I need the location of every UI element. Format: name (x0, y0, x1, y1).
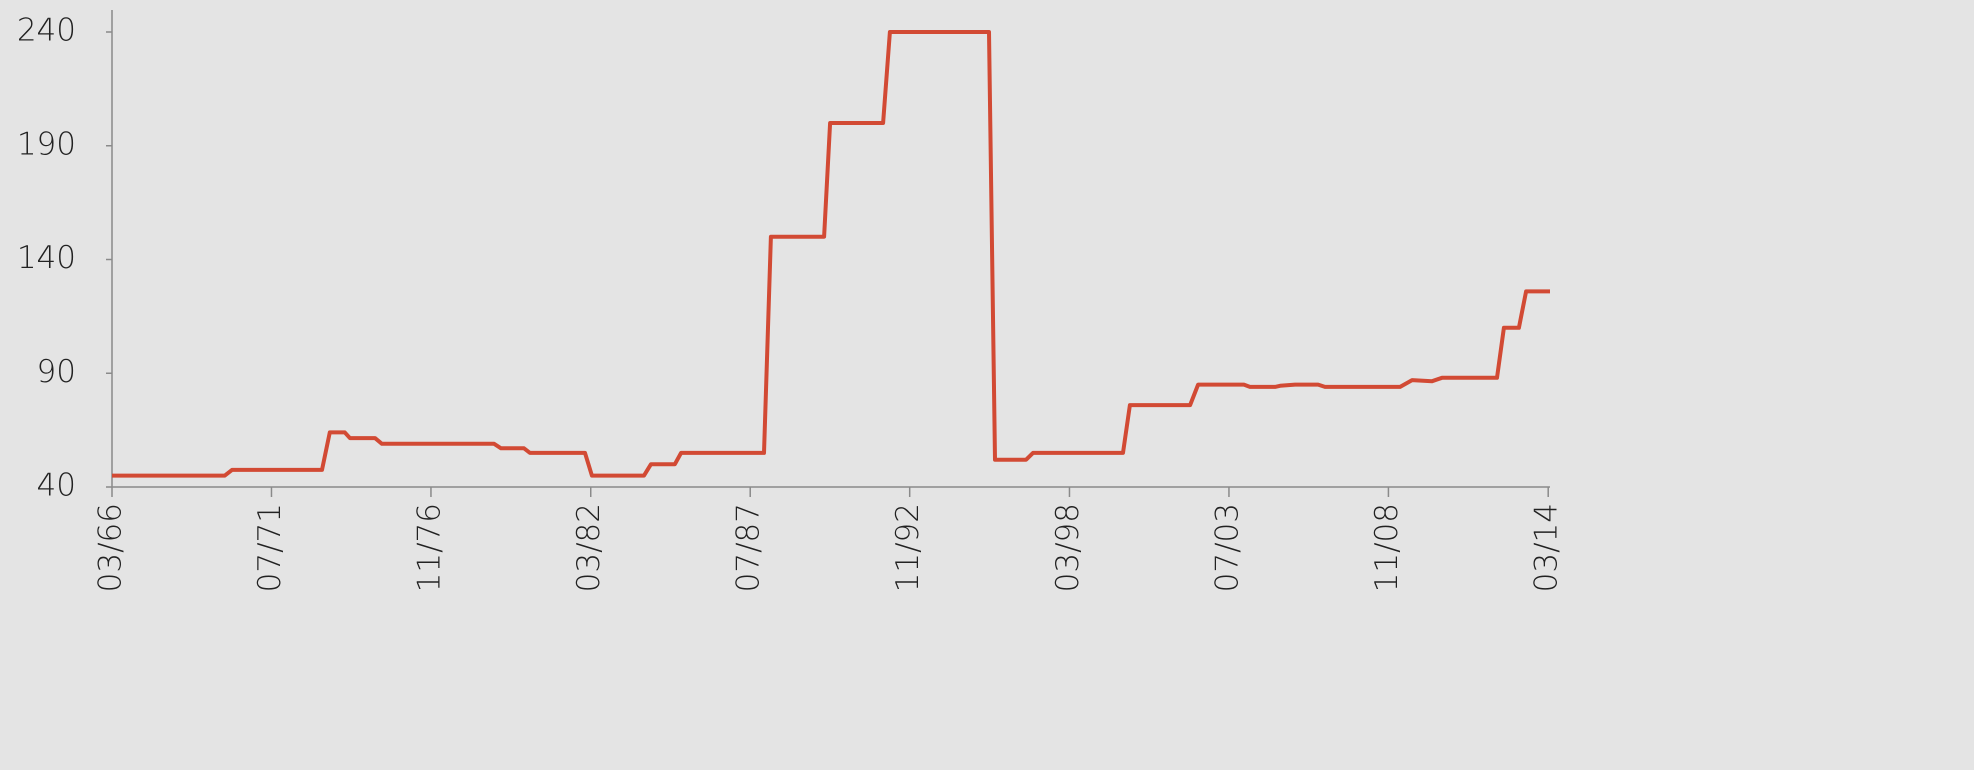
x-tick-label: 07/87 (731, 503, 767, 592)
x-tick-label: 11/76 (411, 503, 447, 592)
x-tick-label: 07/71 (252, 503, 288, 592)
y-tick-label: 240 (17, 13, 76, 49)
y-tick-label: 40 (37, 468, 76, 504)
x-tick-label: 03/82 (571, 503, 607, 592)
x-tick-label: 11/08 (1369, 503, 1405, 592)
y-tick-label: 140 (17, 240, 76, 276)
x-tick-label: 03/14 (1529, 503, 1565, 592)
y-tick-label: 190 (17, 126, 76, 162)
x-tick-label: 11/92 (890, 503, 926, 592)
x-tick-label: 07/03 (1209, 503, 1245, 592)
data-line (112, 30, 1550, 478)
x-tick-label: 03/98 (1050, 503, 1086, 592)
y-tick-label: 90 (37, 354, 76, 390)
x-tick-label: 03/66 (93, 503, 129, 592)
